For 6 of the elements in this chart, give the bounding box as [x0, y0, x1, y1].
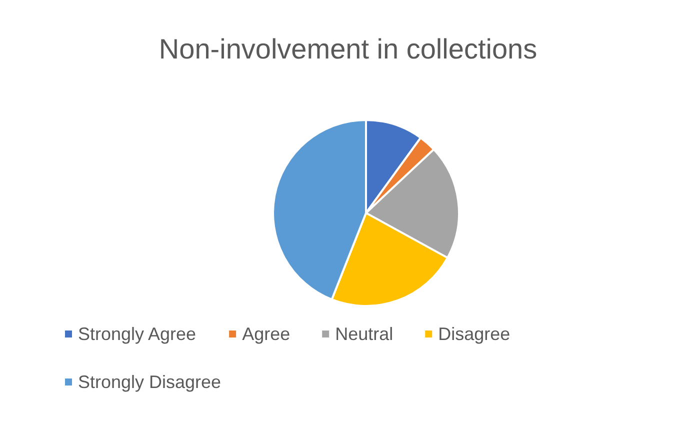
legend-label: Strongly Disagree [78, 372, 222, 392]
legend-label: Agree [242, 324, 290, 344]
legend-label: Disagree [438, 324, 510, 344]
chart-title: Non-involvement in collections [158, 34, 538, 64]
legend-label: Neutral [335, 324, 394, 344]
legend-label: Strongly Agree [78, 324, 196, 344]
